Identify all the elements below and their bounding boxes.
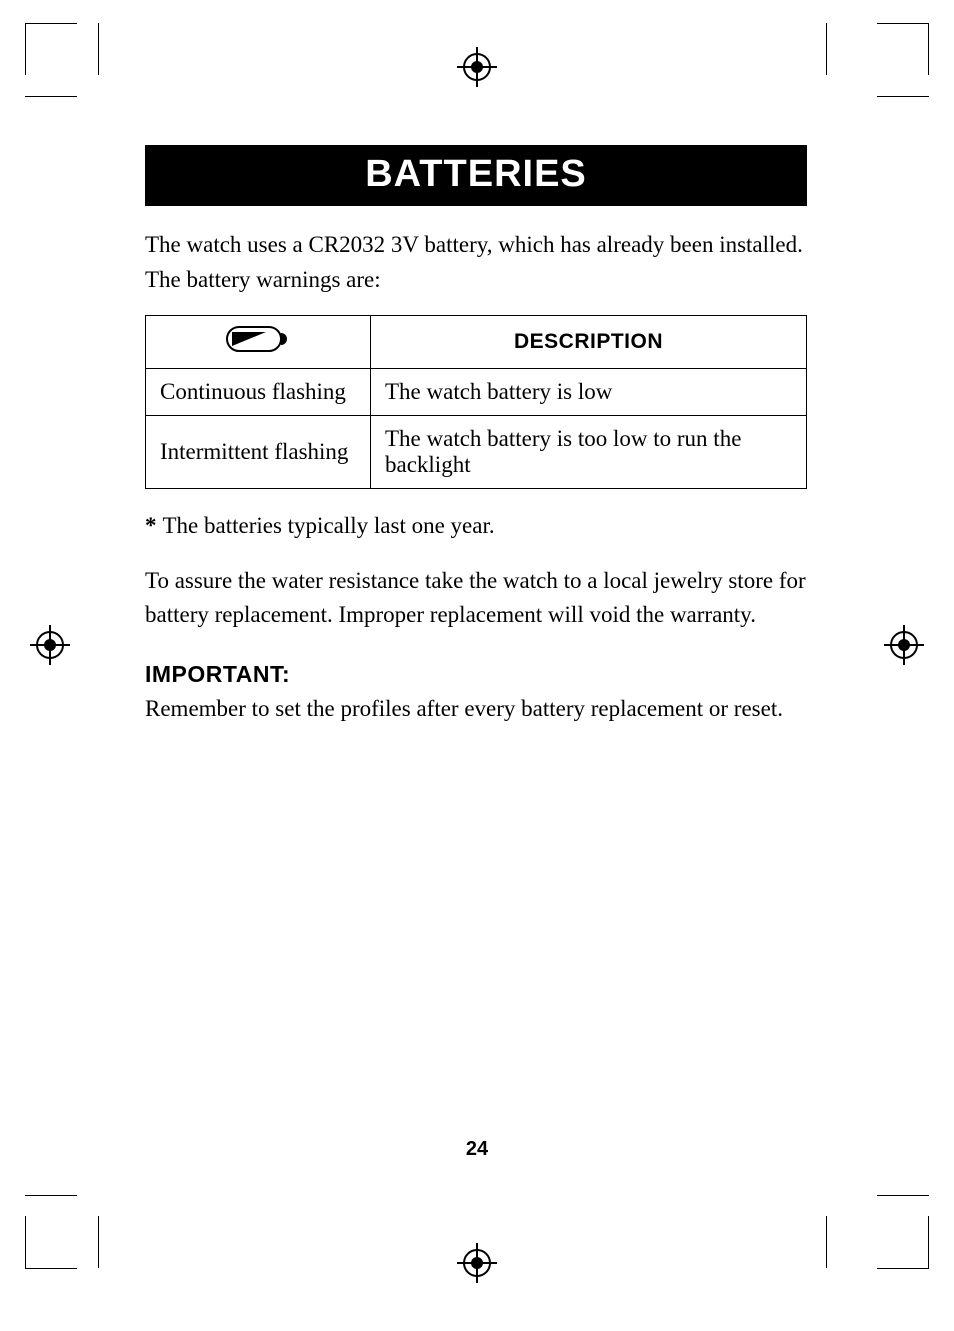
battery-warnings-table: DESCRIPTION Continuous flashing The watc… xyxy=(145,315,807,489)
table-row: Intermittent flashing The watch battery … xyxy=(146,416,807,489)
table-header-description: DESCRIPTION xyxy=(371,316,807,369)
crop-mark xyxy=(98,1216,99,1268)
crop-mark xyxy=(928,1216,929,1268)
description-cell: The watch battery is low xyxy=(371,369,807,416)
footnote-text: The batteries typically last one year. xyxy=(163,513,495,538)
crop-mark xyxy=(25,1195,77,1196)
important-text: Remember to set the profiles after every… xyxy=(145,692,807,727)
page: BATTERIES The watch uses a CR2032 3V bat… xyxy=(0,0,954,1331)
crop-mark xyxy=(928,23,929,75)
table-header-icon-cell xyxy=(146,316,371,369)
crop-mark xyxy=(25,1216,26,1268)
description-cell: The watch battery is too low to run the … xyxy=(371,416,807,489)
registration-mark-icon xyxy=(457,47,497,87)
footnote-marker: * xyxy=(145,513,157,538)
crop-mark xyxy=(25,1268,77,1269)
water-resistance-paragraph: To assure the water resistance take the … xyxy=(145,564,807,633)
warning-cell: Intermittent flashing xyxy=(146,416,371,489)
registration-mark-icon xyxy=(30,625,70,665)
crop-mark xyxy=(25,96,77,97)
important-label: IMPORTANT: xyxy=(145,661,807,688)
section-title: BATTERIES xyxy=(145,145,807,206)
page-number: 24 xyxy=(0,1138,954,1161)
crop-mark xyxy=(877,96,929,97)
registration-mark-icon xyxy=(884,625,924,665)
footnote: *The batteries typically last one year. xyxy=(145,509,807,544)
crop-mark xyxy=(98,23,99,75)
crop-mark xyxy=(877,1195,929,1196)
crop-mark xyxy=(25,23,77,24)
content-area: BATTERIES The watch uses a CR2032 3V bat… xyxy=(145,145,807,726)
battery-low-icon xyxy=(226,326,290,352)
crop-mark xyxy=(877,1268,929,1269)
crop-mark xyxy=(826,1216,827,1268)
warning-cell: Continuous flashing xyxy=(146,369,371,416)
registration-mark-icon xyxy=(457,1243,497,1283)
table-row: Continuous flashing The watch battery is… xyxy=(146,369,807,416)
crop-mark xyxy=(826,23,827,75)
crop-mark xyxy=(25,23,26,75)
crop-mark xyxy=(877,23,929,24)
intro-paragraph: The watch uses a CR2032 3V battery, whic… xyxy=(145,228,807,297)
